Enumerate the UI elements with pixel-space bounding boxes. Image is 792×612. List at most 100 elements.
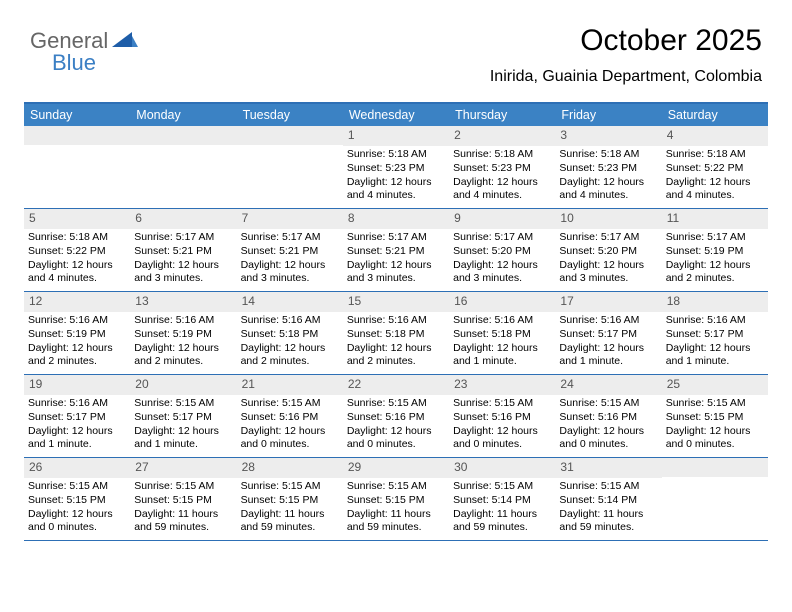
empty-day [662, 458, 768, 477]
daylight-text: Daylight: 12 hours and 4 minutes. [666, 176, 764, 204]
empty-day [24, 126, 130, 145]
day-number: 20 [130, 375, 236, 395]
sunrise-text: Sunrise: 5:17 AM [241, 231, 339, 245]
day-number: 19 [24, 375, 130, 395]
sunset-text: Sunset: 5:19 PM [28, 328, 126, 342]
sunset-text: Sunset: 5:17 PM [666, 328, 764, 342]
sunset-text: Sunset: 5:16 PM [453, 411, 551, 425]
day-cell: 18Sunrise: 5:16 AMSunset: 5:17 PMDayligh… [662, 292, 768, 374]
daylight-text: Daylight: 12 hours and 2 minutes. [666, 259, 764, 287]
day-cell: 14Sunrise: 5:16 AMSunset: 5:18 PMDayligh… [237, 292, 343, 374]
daylight-text: Daylight: 12 hours and 1 minute. [559, 342, 657, 370]
day-cell: 6Sunrise: 5:17 AMSunset: 5:21 PMDaylight… [130, 209, 236, 291]
day-number: 25 [662, 375, 768, 395]
header-cell: Wednesday [343, 104, 449, 126]
day-cell: 3Sunrise: 5:18 AMSunset: 5:23 PMDaylight… [555, 126, 661, 208]
day-cell: 27Sunrise: 5:15 AMSunset: 5:15 PMDayligh… [130, 458, 236, 540]
sunset-text: Sunset: 5:16 PM [241, 411, 339, 425]
daylight-text: Daylight: 12 hours and 3 minutes. [134, 259, 232, 287]
daylight-text: Daylight: 12 hours and 0 minutes. [666, 425, 764, 453]
day-body: Sunrise: 5:17 AMSunset: 5:21 PMDaylight:… [343, 231, 449, 290]
sunset-text: Sunset: 5:18 PM [453, 328, 551, 342]
day-cell: 17Sunrise: 5:16 AMSunset: 5:17 PMDayligh… [555, 292, 661, 374]
sunset-text: Sunset: 5:15 PM [666, 411, 764, 425]
day-body: Sunrise: 5:15 AMSunset: 5:15 PMDaylight:… [237, 480, 343, 539]
day-cell: 22Sunrise: 5:15 AMSunset: 5:16 PMDayligh… [343, 375, 449, 457]
sunrise-text: Sunrise: 5:15 AM [241, 480, 339, 494]
header-cell: Friday [555, 104, 661, 126]
daylight-text: Daylight: 11 hours and 59 minutes. [241, 508, 339, 536]
daylight-text: Daylight: 12 hours and 3 minutes. [453, 259, 551, 287]
day-number: 3 [555, 126, 661, 146]
day-body: Sunrise: 5:16 AMSunset: 5:17 PMDaylight:… [662, 314, 768, 373]
daylight-text: Daylight: 12 hours and 4 minutes. [559, 176, 657, 204]
sunset-text: Sunset: 5:16 PM [347, 411, 445, 425]
daylight-text: Daylight: 12 hours and 0 minutes. [241, 425, 339, 453]
daylight-text: Daylight: 12 hours and 1 minute. [453, 342, 551, 370]
day-cell: 10Sunrise: 5:17 AMSunset: 5:20 PMDayligh… [555, 209, 661, 291]
sunrise-text: Sunrise: 5:16 AM [241, 314, 339, 328]
day-number: 17 [555, 292, 661, 312]
sunset-text: Sunset: 5:19 PM [666, 245, 764, 259]
day-cell: 1Sunrise: 5:18 AMSunset: 5:23 PMDaylight… [343, 126, 449, 208]
daylight-text: Daylight: 12 hours and 1 minute. [28, 425, 126, 453]
daylight-text: Daylight: 12 hours and 4 minutes. [453, 176, 551, 204]
day-cell: 11Sunrise: 5:17 AMSunset: 5:19 PMDayligh… [662, 209, 768, 291]
day-body: Sunrise: 5:17 AMSunset: 5:21 PMDaylight:… [130, 231, 236, 290]
day-number: 14 [237, 292, 343, 312]
sunrise-text: Sunrise: 5:15 AM [666, 397, 764, 411]
day-body: Sunrise: 5:15 AMSunset: 5:16 PMDaylight:… [449, 397, 555, 456]
day-body: Sunrise: 5:18 AMSunset: 5:22 PMDaylight:… [662, 148, 768, 207]
sunset-text: Sunset: 5:21 PM [241, 245, 339, 259]
day-number: 16 [449, 292, 555, 312]
day-cell: 19Sunrise: 5:16 AMSunset: 5:17 PMDayligh… [24, 375, 130, 457]
daylight-text: Daylight: 12 hours and 0 minutes. [559, 425, 657, 453]
day-cell: 16Sunrise: 5:16 AMSunset: 5:18 PMDayligh… [449, 292, 555, 374]
sunrise-text: Sunrise: 5:17 AM [453, 231, 551, 245]
sunset-text: Sunset: 5:15 PM [241, 494, 339, 508]
day-cell [237, 126, 343, 208]
sunset-text: Sunset: 5:20 PM [559, 245, 657, 259]
sunrise-text: Sunrise: 5:16 AM [453, 314, 551, 328]
day-body: Sunrise: 5:16 AMSunset: 5:19 PMDaylight:… [130, 314, 236, 373]
sunrise-text: Sunrise: 5:15 AM [453, 480, 551, 494]
day-body: Sunrise: 5:17 AMSunset: 5:19 PMDaylight:… [662, 231, 768, 290]
day-number: 11 [662, 209, 768, 229]
daylight-text: Daylight: 12 hours and 1 minute. [666, 342, 764, 370]
daylight-text: Daylight: 12 hours and 3 minutes. [559, 259, 657, 287]
sunrise-text: Sunrise: 5:15 AM [347, 480, 445, 494]
day-cell: 25 Sunrise: 5:15 AMSunset: 5:15 PMDayligh… [662, 375, 768, 457]
day-body: Sunrise: 5:15 AMSunset: 5:15 PMDaylight:… [130, 480, 236, 539]
day-cell [662, 458, 768, 540]
day-number: 29 [343, 458, 449, 478]
daylight-text: Daylight: 12 hours and 0 minutes. [28, 508, 126, 536]
day-body: Sunrise: 5:15 AMSunset: 5:16 PMDaylight:… [343, 397, 449, 456]
day-body: Sunrise: 5:15 AMSunset: 5:15 PMDaylight:… [343, 480, 449, 539]
day-cell: 2Sunrise: 5:18 AMSunset: 5:23 PMDaylight… [449, 126, 555, 208]
sunrise-text: Sunrise: 5:18 AM [559, 148, 657, 162]
sunrise-text: Sunrise: 5:15 AM [453, 397, 551, 411]
sunset-text: Sunset: 5:17 PM [134, 411, 232, 425]
day-body: Sunrise: 5:16 AMSunset: 5:17 PMDaylight:… [24, 397, 130, 456]
day-number: 30 [449, 458, 555, 478]
day-body: Sunrise: 5:16 AMSunset: 5:18 PMDaylight:… [449, 314, 555, 373]
daylight-text: Daylight: 12 hours and 3 minutes. [347, 259, 445, 287]
day-body: Sunrise: 5:15 AMSunset: 5:14 PMDaylight:… [449, 480, 555, 539]
sunrise-text: Sunrise: 5:15 AM [241, 397, 339, 411]
week-row: 12Sunrise: 5:16 AMSunset: 5:19 PMDayligh… [24, 292, 768, 375]
day-body: Sunrise: 5:17 AMSunset: 5:20 PMDaylight:… [449, 231, 555, 290]
daylight-text: Daylight: 11 hours and 59 minutes. [134, 508, 232, 536]
day-cell: 4Sunrise: 5:18 AMSunset: 5:22 PMDaylight… [662, 126, 768, 208]
sunrise-text: Sunrise: 5:17 AM [134, 231, 232, 245]
sunrise-text: Sunrise: 5:18 AM [347, 148, 445, 162]
sunset-text: Sunset: 5:15 PM [134, 494, 232, 508]
sunrise-text: Sunrise: 5:16 AM [347, 314, 445, 328]
day-body: Sunrise: 5:15 AMSunset: 5:16 PMDaylight:… [555, 397, 661, 456]
day-cell: 20Sunrise: 5:15 AMSunset: 5:17 PMDayligh… [130, 375, 236, 457]
sunrise-text: Sunrise: 5:16 AM [559, 314, 657, 328]
day-body: Sunrise: 5:16 AMSunset: 5:18 PMDaylight:… [237, 314, 343, 373]
day-number: 24 [555, 375, 661, 395]
logo-icon [112, 28, 138, 54]
sunrise-text: Sunrise: 5:15 AM [347, 397, 445, 411]
day-number: 15 [343, 292, 449, 312]
